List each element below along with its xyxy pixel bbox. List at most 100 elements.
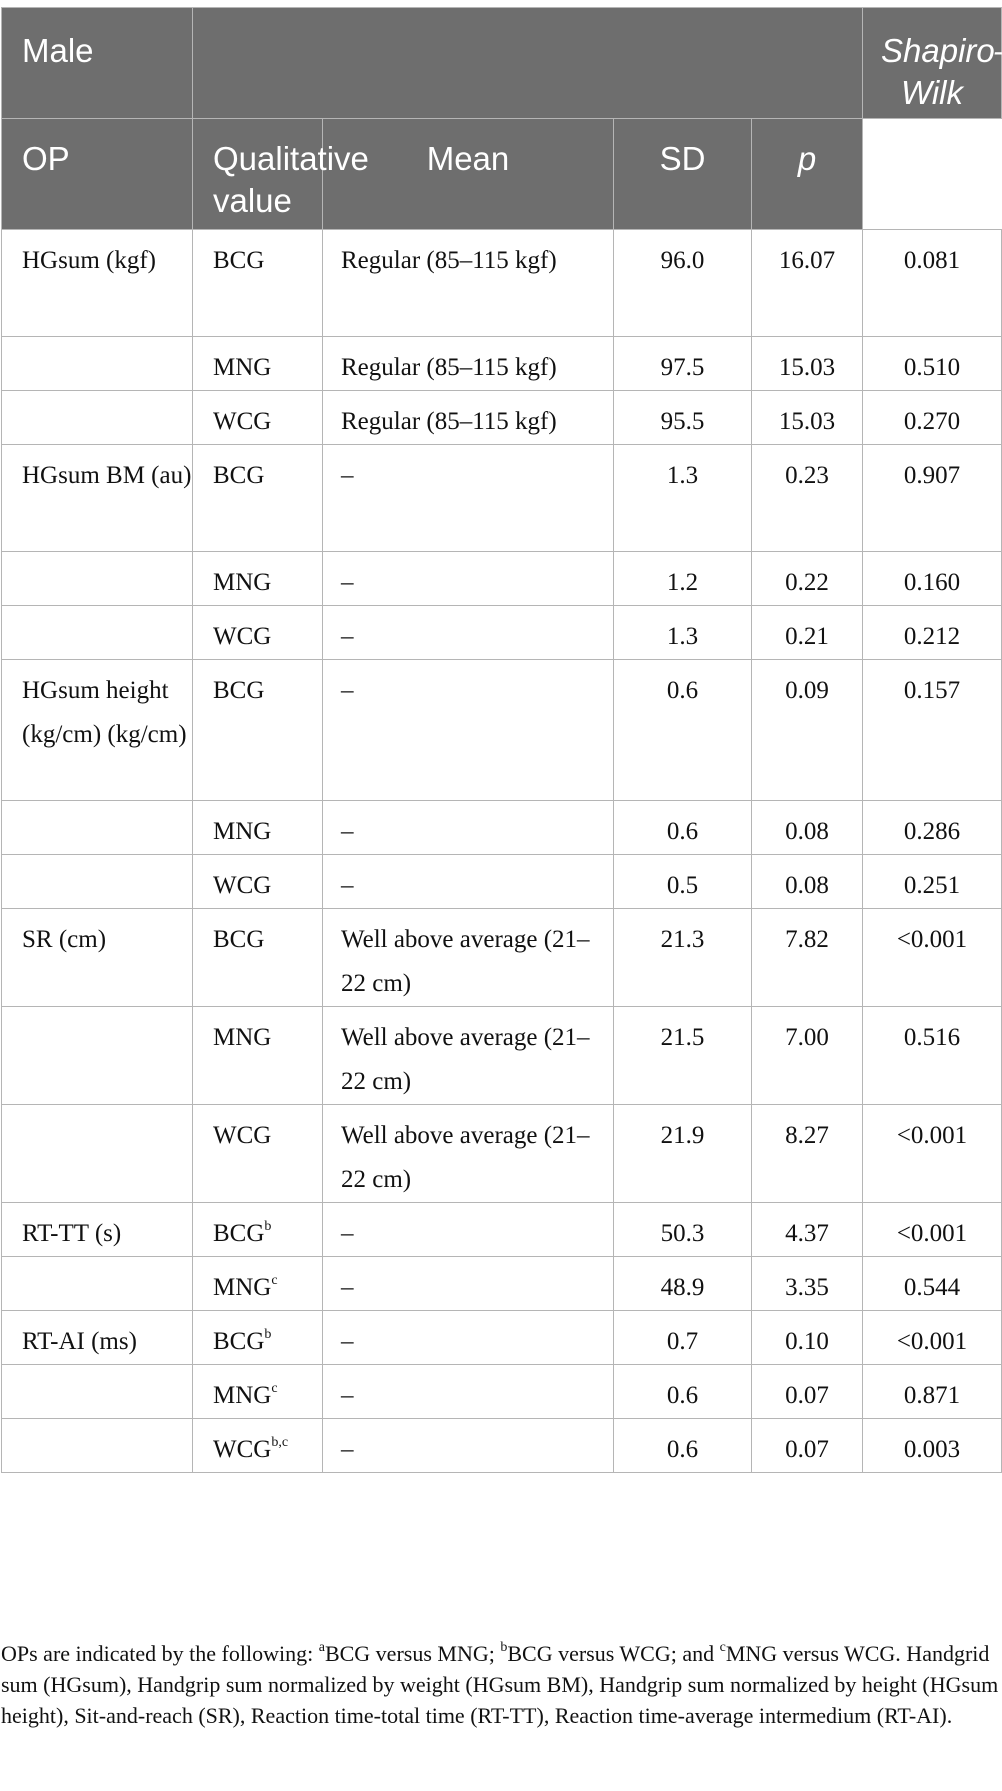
cell-op-wrap: BCG [213, 247, 265, 274]
cell-mean: 0.6 [613, 1418, 752, 1473]
table-row: WCGb,c –0.6 0.07 0.003 [1, 1418, 1002, 1473]
table-row: MNGc –0.6 0.07 0.871 [1, 1364, 1002, 1419]
cell-sd: 0.08 [751, 854, 863, 909]
cell-qualitative: Regular (85–115 kgf) [322, 390, 614, 445]
cell-sd: 7.82 [751, 908, 863, 1007]
table-row: WCG Well above average (21–22 cm) 21.9 8.27… [1, 1104, 1002, 1203]
cell-op: MNGc [192, 1256, 323, 1311]
header-male: Male [1, 7, 193, 119]
header-shapiro-wilk: Shapiro–Wilk [862, 7, 1002, 119]
cell-op-wrap: WCG [213, 623, 272, 650]
cell-op-wrap: MNGc [213, 1272, 278, 1301]
cell-op-wrap: MNG [213, 818, 272, 845]
cell-p: 0.251 [862, 854, 1002, 909]
table-body: HGsum (kgf) BCG Regular (85–115 kgf) 96.0 16… [1, 229, 1002, 1473]
cell-qualitative: – [322, 444, 614, 552]
cell-sd: 0.10 [751, 1310, 863, 1365]
cell-p: <0.001 [862, 1202, 1002, 1257]
cell-mean: 1.2 [613, 551, 752, 606]
cell-op: WCG [192, 390, 323, 445]
cell-qualitative: – [322, 1310, 614, 1365]
table-row: WCG Regular (85–115 kgf) 95.5 15.03 0.270 [1, 390, 1002, 445]
cell-sd: 0.07 [751, 1364, 863, 1419]
header-op: OP [1, 118, 193, 230]
cell-sd: 15.03 [751, 336, 863, 391]
cell-mean: 95.5 [613, 390, 752, 445]
cell-variable [1, 800, 193, 855]
op-superscript: c [271, 1380, 278, 1396]
cell-sd: 3.35 [751, 1256, 863, 1311]
cell-op: WCG [192, 854, 323, 909]
cell-sd: 0.09 [751, 659, 863, 801]
cell-mean: 48.9 [613, 1256, 752, 1311]
cell-op: WCG [192, 1104, 323, 1203]
cell-op-wrap: BCGb [213, 1326, 272, 1355]
cell-variable [1, 1364, 193, 1419]
cell-qualitative: – [322, 659, 614, 801]
cell-variable: HGsum BM (au) [1, 444, 193, 552]
table-row: MNGc –48.9 3.35 0.544 [1, 1256, 1002, 1311]
cell-op: BCG [192, 908, 323, 1007]
table-row: WCG –1.3 0.21 0.212 [1, 605, 1002, 660]
table-row: HGsum height (kg/cm) (kg/cm) BCG –0.6 0.09 0… [1, 659, 1002, 801]
cell-qualitative: – [322, 800, 614, 855]
cell-op-wrap: BCG [213, 926, 265, 953]
cell-variable [1, 551, 193, 606]
cell-qualitative: – [322, 1418, 614, 1473]
cell-sd: 0.21 [751, 605, 863, 660]
cell-p: 0.510 [862, 336, 1002, 391]
cell-qualitative: Well above average (21–22 cm) [322, 1006, 614, 1105]
cell-sd: 0.08 [751, 800, 863, 855]
op-superscript: b,c [271, 1434, 289, 1450]
cell-qualitative: – [322, 1364, 614, 1419]
cell-mean: 1.3 [613, 444, 752, 552]
cell-op: WCG [192, 605, 323, 660]
table-row: WCG –0.5 0.08 0.251 [1, 854, 1002, 909]
cell-qualitative: Regular (85–115 kgf) [322, 336, 614, 391]
results-table: Male Shapiro–Wilk OP Qualitative value M… [1, 7, 1002, 1473]
cell-variable [1, 390, 193, 445]
cell-sd: 16.07 [751, 229, 863, 337]
cell-op-wrap: MNGc [213, 1380, 278, 1409]
cell-op-wrap: MNG [213, 1024, 272, 1051]
cell-mean: 21.9 [613, 1104, 752, 1203]
cell-op-wrap: MNG [213, 354, 272, 381]
cell-mean: 0.6 [613, 659, 752, 801]
cell-mean: 0.6 [613, 1364, 752, 1419]
table-row: HGsum BM (au) BCG –1.3 0.23 0.907 [1, 444, 1002, 552]
cell-p: 0.081 [862, 229, 1002, 337]
cell-qualitative: – [322, 605, 614, 660]
header-qualitative: Qualitative value [192, 118, 369, 230]
cell-variable [1, 1418, 193, 1473]
cell-p: 0.270 [862, 390, 1002, 445]
cell-mean: 0.5 [613, 854, 752, 909]
cell-sd: 4.37 [751, 1202, 863, 1257]
cell-op: MNG [192, 800, 323, 855]
op-superscript: b [264, 1218, 272, 1234]
cell-p: 0.160 [862, 551, 1002, 606]
cell-p: 0.157 [862, 659, 1002, 801]
cell-sd: 8.27 [751, 1104, 863, 1203]
cell-variable: RT-TT (s) [1, 1202, 193, 1257]
op-superscript: c [271, 1272, 278, 1288]
cell-op: WCGb,c [192, 1418, 323, 1473]
header-mean: Mean [322, 118, 614, 230]
header-blank [192, 7, 863, 119]
cell-variable: RT-AI (ms) [1, 1310, 193, 1365]
cell-qualitative: Well above average (21–22 cm) [322, 908, 614, 1007]
cell-p: 0.212 [862, 605, 1002, 660]
cell-variable [1, 854, 193, 909]
table-footnote: OPs are indicated by the following: aBCG… [1, 1639, 999, 1728]
cell-op-wrap: WCG [213, 872, 272, 899]
cell-op-wrap: BCG [213, 677, 265, 704]
cell-mean: 1.3 [613, 605, 752, 660]
table-header: Male Shapiro–Wilk OP Qualitative value M… [1, 7, 1002, 230]
cell-qualitative: Regular (85–115 kgf) [322, 229, 614, 337]
cell-variable [1, 605, 193, 660]
header-p: p [751, 118, 863, 230]
cell-mean: 96.0 [613, 229, 752, 337]
cell-sd: 0.07 [751, 1418, 863, 1473]
cell-sd: 0.22 [751, 551, 863, 606]
cell-qualitative: Well above average (21–22 cm) [322, 1104, 614, 1203]
cell-op: BCGb [192, 1202, 323, 1257]
